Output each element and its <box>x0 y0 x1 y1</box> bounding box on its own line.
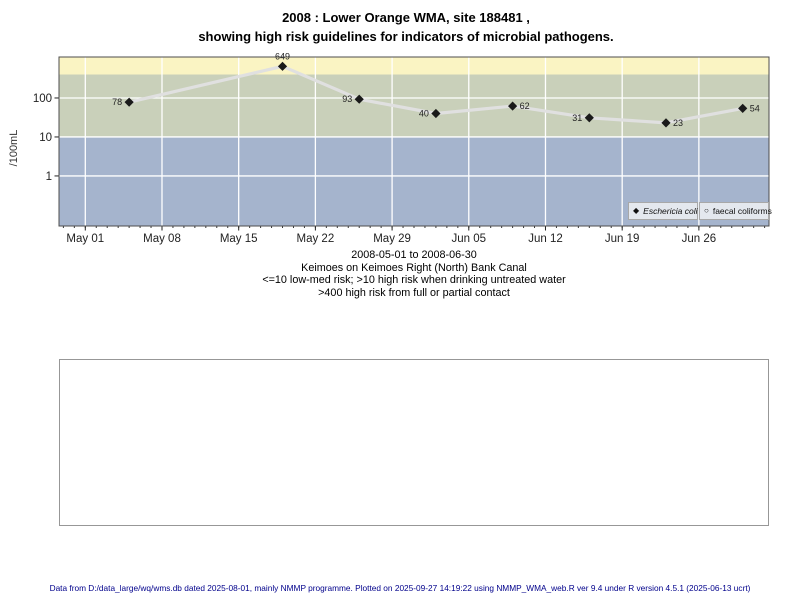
data-point <box>661 118 671 128</box>
subtitle-date-range: 2008-05-01 to 2008-06-30 <box>351 249 477 261</box>
x-tick-label: Jun 12 <box>528 233 563 245</box>
y-tick-label: 100 <box>33 93 52 105</box>
footer-provenance-text: Data from D:/data_large/wq/wms.db dated … <box>49 583 751 593</box>
filled-diamond-icon: ◆ <box>633 206 640 215</box>
chart-title: 2008 : Lower Orange WMA, site 188481 , s… <box>0 8 800 46</box>
legend-label-faecal-coliforms: faecal coliforms <box>712 206 772 216</box>
x-tick-label: May 29 <box>373 233 411 245</box>
x-tick-label: Jun 26 <box>682 233 717 245</box>
data-point-label: 31 <box>572 113 582 123</box>
x-tick-label: May 22 <box>297 233 335 245</box>
x-tick-label: Jun 19 <box>605 233 640 245</box>
legend-label-ecoli: Eschericia coli <box>643 206 698 216</box>
legend-item-ecoli: ◆ Eschericia coli <box>628 202 698 220</box>
data-point <box>584 113 594 123</box>
data-point <box>277 61 288 71</box>
x-tick-label: May 08 <box>143 233 181 245</box>
empty-second-chart-panel <box>59 359 769 526</box>
data-point <box>738 103 748 114</box>
plot-border <box>58 56 770 227</box>
subtitle-risk-guideline-2: >400 high risk from full or partial cont… <box>318 286 510 299</box>
series-line-ecoli <box>127 64 745 125</box>
chart-title-line1: 2008 : Lower Orange WMA, site 188481 , <box>282 10 530 25</box>
open-circle-icon: ○ <box>704 206 709 215</box>
x-tick-label: Jun 05 <box>452 233 487 245</box>
data-point-label: 23 <box>673 118 683 128</box>
data-point <box>354 94 364 104</box>
data-point-label: 78 <box>112 97 122 107</box>
x-tick-label: May 15 <box>220 233 258 245</box>
y-tick-label: 1 <box>46 171 52 183</box>
x-tick-label: May 01 <box>66 233 104 245</box>
data-point <box>431 108 441 119</box>
data-point-label: 54 <box>750 103 760 113</box>
subtitle-site-name: Keimoes on Keimoes Right (North) Bank Ca… <box>301 261 527 274</box>
data-point-label: 62 <box>520 101 530 111</box>
chart-subtitle: 2008-05-01 to 2008-06-30 Keimoes on Keim… <box>59 249 769 299</box>
data-point-label: 649 <box>275 51 290 61</box>
data-point-label: 40 <box>419 108 429 118</box>
y-tick-label: 10 <box>39 132 52 144</box>
chart-title-line2: showing high risk guidelines for indicat… <box>198 29 614 44</box>
data-point-label: 93 <box>342 94 352 104</box>
risk-band <box>59 57 769 75</box>
legend-item-faecal-coliforms: ○ faecal coliforms <box>699 202 772 220</box>
risk-band <box>59 74 769 137</box>
data-point <box>508 101 518 111</box>
data-point <box>124 97 134 107</box>
subtitle-risk-guideline-1: <=10 low-med risk; >10 high risk when dr… <box>262 274 566 287</box>
